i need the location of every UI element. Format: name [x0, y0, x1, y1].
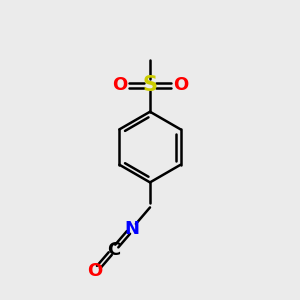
Text: S: S — [142, 75, 158, 95]
Text: O: O — [112, 76, 127, 94]
Text: O: O — [173, 76, 188, 94]
Text: O: O — [88, 262, 103, 280]
Text: N: N — [124, 220, 139, 238]
Text: C: C — [107, 241, 120, 259]
